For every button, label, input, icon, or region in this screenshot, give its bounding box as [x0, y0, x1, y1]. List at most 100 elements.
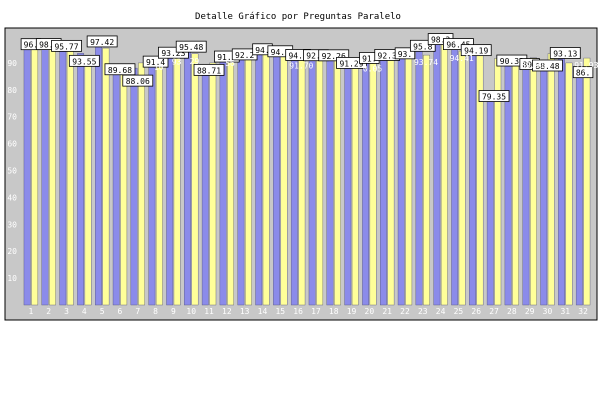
- x-tick-label: 28: [507, 307, 517, 316]
- bar-series-2: [423, 54, 430, 306]
- bar-series-1: [486, 91, 494, 306]
- data-label: 93.: [398, 50, 412, 59]
- bar-series-1: [255, 50, 263, 306]
- bar-series-1: [451, 45, 459, 306]
- chart-title: Detalle Gráfico por Preguntas Paralelo: [195, 12, 401, 22]
- x-tick-label: 2: [46, 307, 51, 316]
- data-label: 88.48: [535, 62, 559, 71]
- data-label-series-2: 0.05: [363, 64, 382, 73]
- data-label-box: [175, 40, 207, 53]
- data-label: 88.06: [126, 77, 150, 86]
- bar-series-1: [558, 54, 565, 306]
- data-label-box: [158, 46, 189, 59]
- bar-series-1: [433, 40, 441, 306]
- bar-series-2: [209, 62, 217, 306]
- bar-series-2: [458, 50, 466, 306]
- data-label: 97.42: [90, 38, 114, 47]
- data-label-box: [572, 66, 594, 79]
- bar-series-1: [362, 59, 370, 306]
- x-tick-label: 8: [153, 307, 158, 316]
- data-label-series-2: 93.74: [414, 58, 438, 67]
- data-label-series-2: 29: [190, 57, 200, 66]
- data-label: 89.: [522, 61, 536, 70]
- x-tick-label: 5: [100, 307, 105, 316]
- bar-series-2: [66, 49, 74, 306]
- bar-series-2: [31, 46, 39, 306]
- data-label-box: [68, 54, 100, 67]
- bar-series-1: [308, 56, 316, 306]
- y-tick-label: 40: [7, 193, 17, 202]
- x-tick-label: 25: [454, 307, 464, 316]
- data-label: 98.3: [431, 36, 450, 45]
- data-label: 94.19: [464, 47, 488, 56]
- data-label: 92.3: [306, 52, 325, 61]
- data-label-box: [409, 39, 436, 52]
- bar-series-2: [191, 53, 199, 306]
- data-label: 91.29: [339, 59, 363, 68]
- x-tick-label: 29: [525, 307, 535, 316]
- data-label: 95.48: [179, 43, 203, 52]
- bar-series-2: [529, 57, 537, 306]
- bar-series-2: [369, 61, 377, 306]
- bar-series-1: [41, 40, 49, 306]
- data-label-box: [318, 49, 350, 62]
- data-label: 92.2: [235, 51, 254, 60]
- bar-series-1: [344, 59, 352, 306]
- data-label: 86.: [576, 69, 590, 78]
- x-tick-label: 7: [135, 307, 140, 316]
- data-label: 88.71: [197, 66, 221, 75]
- bar-series-1: [184, 47, 191, 306]
- bar-series-1: [575, 73, 583, 306]
- bar-series-2: [120, 64, 128, 306]
- x-tick-label: 31: [560, 307, 570, 316]
- x-tick-label: 19: [347, 307, 357, 316]
- y-tick-label: 60: [7, 140, 17, 149]
- bar-series-2: [565, 62, 573, 306]
- bar-series-1: [469, 51, 476, 306]
- x-tick-label: 24: [436, 307, 446, 316]
- x-tick-label: 16: [293, 307, 303, 316]
- y-tick-label: 70: [7, 113, 17, 122]
- bar-series-1: [326, 56, 334, 306]
- bar-series-2: [49, 42, 56, 306]
- bars: [23, 40, 591, 306]
- y-tick-label: 50: [7, 167, 17, 176]
- data-label: 94.3: [288, 51, 307, 60]
- bar-series-1: [148, 58, 156, 306]
- bar-series-2: [316, 55, 324, 306]
- data-label: 93.13: [553, 49, 577, 58]
- data-label-box: [122, 74, 154, 87]
- x-tick-label: 27: [489, 307, 499, 316]
- bar-series-1: [273, 50, 280, 306]
- x-tick-label: 11: [204, 307, 214, 316]
- x-tick-label: 12: [222, 307, 232, 316]
- bar-series-2: [102, 47, 110, 306]
- x-tick-label: 17: [311, 307, 321, 316]
- data-label: 92.3: [378, 51, 397, 60]
- data-labels: 96. 98.395.7793.5597.4289.6888.0691.493.2…: [20, 33, 599, 102]
- x-tick-label: 1: [28, 307, 33, 316]
- data-label-box: [51, 39, 82, 52]
- y-axis: 10 20 30 40 50 60 70 80 90: [7, 59, 17, 283]
- bar-series-2: [334, 57, 341, 306]
- y-tick-label: 30: [7, 220, 17, 229]
- bar-series-1: [201, 66, 209, 306]
- data-label-series-2: 94.41: [450, 54, 474, 63]
- data-label: 96.: [24, 41, 38, 50]
- bar-series-1: [166, 54, 174, 306]
- data-label: 90.32: [500, 57, 524, 66]
- data-label-box: [478, 90, 510, 102]
- bar-series-2: [512, 63, 519, 306]
- data-label: 93.23: [161, 49, 185, 58]
- bar-series-1: [77, 53, 85, 306]
- data-label: 93.55: [72, 57, 96, 66]
- data-label-box: [443, 38, 474, 50]
- bar-series-1: [380, 56, 387, 306]
- data-label: 94.: [255, 46, 269, 55]
- bar-series-2: [84, 55, 92, 306]
- data-label-series-2: 91.93: [574, 61, 598, 70]
- bar-series-1: [290, 56, 298, 306]
- bar-series-2: [244, 53, 252, 306]
- data-label: 95.8: [413, 42, 432, 51]
